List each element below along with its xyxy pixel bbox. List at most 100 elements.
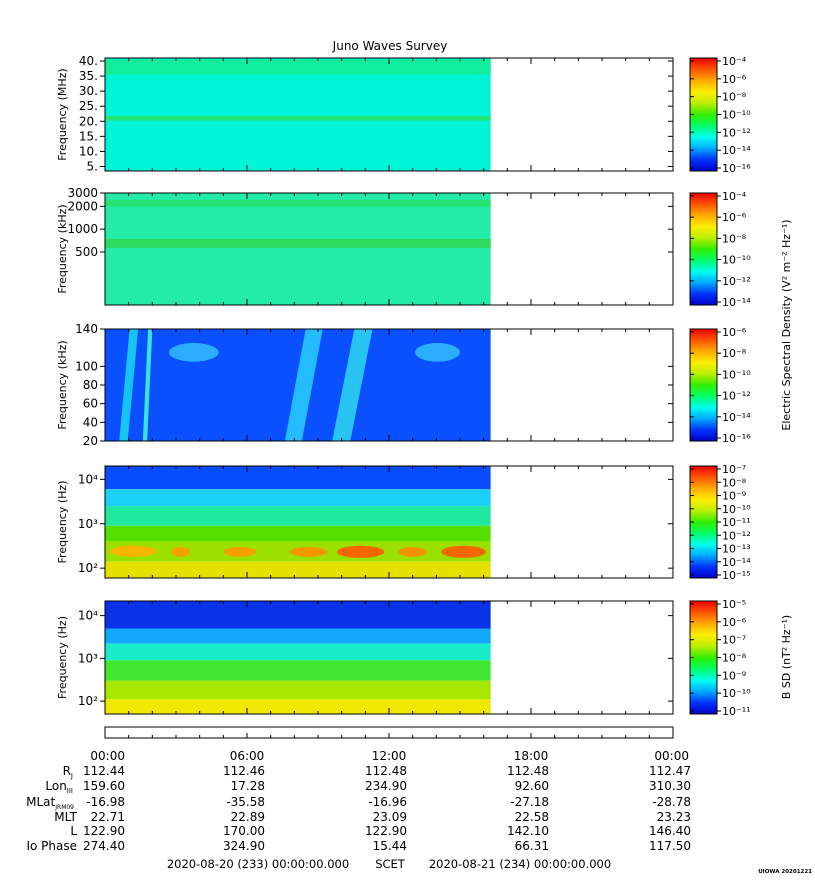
colorbar-tick-label: 10⁻¹⁴ <box>722 296 751 309</box>
ephemeris-value: 22.58 <box>515 810 549 824</box>
colorbar-tick-label: 10⁻¹⁴ <box>722 556 751 569</box>
spectrogram-layer-2 <box>105 643 491 661</box>
ephemeris-value: 112.48 <box>365 764 407 778</box>
ephemeris-value: 92.60 <box>515 779 549 793</box>
spectrogram-layer-1 <box>105 489 491 507</box>
colorbar-tick-label: 10⁻⁸ <box>722 347 747 360</box>
colorbar-tick-label: 10⁻¹¹ <box>722 516 751 529</box>
colorbar-tick-label: 10⁻⁷ <box>722 634 746 647</box>
y-tick-label: 500 <box>75 245 98 259</box>
y-tick-label: 140 <box>75 322 98 336</box>
colorbar-tick-label: 10⁻⁷ <box>722 463 746 476</box>
y-tick-label: 100 <box>75 359 98 373</box>
colorbar-tick-label: 10⁻⁶ <box>722 326 747 339</box>
colorbar-tick-label: 10⁻⁸ <box>722 91 747 104</box>
colorbar-tick-label: 10⁻⁸ <box>722 232 747 245</box>
y-tick-label: 5. <box>87 159 98 173</box>
y-tick-label: 10³ <box>78 517 98 531</box>
time-tick-label: 00:00 <box>90 749 125 763</box>
colorbar-tick-label: 10⁻⁵ <box>722 598 746 611</box>
emission-patch-4 <box>336 545 385 558</box>
y-tick-label: 10² <box>78 561 98 575</box>
colorbar-tick-label: 10⁻¹⁰ <box>722 254 751 267</box>
colorbar-tick-label: 10⁻⁹ <box>722 490 746 503</box>
colorbar-tick-label: 10⁻¹⁴ <box>722 411 751 424</box>
ephemeris-value: -16.98 <box>86 795 125 809</box>
colorbar-tick-label: 10⁻⁴ <box>722 55 747 68</box>
emission-patch-5 <box>398 546 427 557</box>
emission-patch-5 <box>415 343 460 362</box>
time-tick-label: 00:00 <box>654 749 689 763</box>
colorbar <box>689 328 718 442</box>
spectrogram-layer-5 <box>105 561 491 578</box>
panel-3: 20 40 60 80 100 140 Frequency (kHz) 10⁻¹⁶ 10⁻¹⁴ 1… <box>56 322 751 448</box>
ephemeris-row-label: LonIII <box>45 779 73 795</box>
y-tick-label: 10² <box>78 694 98 708</box>
y-tick-label: 10⁴ <box>78 609 98 623</box>
y-tick-label: 60 <box>83 397 98 411</box>
colorbar-tick-label: 10⁻¹⁰ <box>722 503 751 516</box>
footer-scet: SCET <box>375 857 406 871</box>
spectrogram-layer-4 <box>105 680 491 700</box>
emission-streak-3 <box>284 329 323 441</box>
ephemeris-value: 122.90 <box>83 824 125 838</box>
y-axis-label: Frequency (kHz) <box>56 204 69 293</box>
y-axis-label: Frequency (MHz) <box>56 68 69 160</box>
colorbar-tick-label: 10⁻⁸ <box>722 476 747 489</box>
emission-band-0 <box>105 199 491 207</box>
colorbar-tick-label: 10⁻¹⁰ <box>722 368 751 381</box>
time-tick-label: 06:00 <box>230 749 265 763</box>
spectrogram-panels: 5.10.15.20.25.30.35.40. Frequency (MHz) 10… <box>56 54 751 718</box>
colorbar <box>689 57 718 172</box>
electric-colorbar-label: Electric Spectral Density (V² m⁻² Hz⁻¹) <box>780 219 793 430</box>
spectrogram-data <box>105 329 491 441</box>
spectrogram-data <box>105 466 491 578</box>
ephemeris-value: 22.71 <box>91 810 125 824</box>
spectrogram-layer-1 <box>105 628 491 644</box>
ephemeris-value: -16.96 <box>368 795 407 809</box>
colorbar <box>689 465 718 579</box>
spectrogram-data <box>105 193 491 305</box>
y-tick-label: 20 <box>83 434 98 448</box>
spectrogram-data <box>105 58 491 171</box>
colorbar-tick-label: 10⁻¹² <box>722 390 751 403</box>
y-tick-label: 1000 <box>67 222 98 236</box>
colorbar-tick-label: 10⁻¹⁶ <box>722 162 751 175</box>
ephemeris-value: 142.10 <box>507 824 549 838</box>
y-axis-label: Frequency (Hz) <box>56 616 69 699</box>
y-tick-label: 80 <box>83 378 98 392</box>
footer: 2020-08-20 (233) 00:00:00.000 SCET 2020-… <box>167 857 812 875</box>
time-axis-bar <box>104 726 674 739</box>
ephemeris-value: -35.58 <box>226 795 265 809</box>
spectrogram-layer-2 <box>105 506 491 526</box>
ephemeris-value: 117.50 <box>649 839 691 853</box>
ephemeris-value: 23.09 <box>373 810 407 824</box>
y-tick-label: 20. <box>79 114 98 128</box>
y-tick-label: 10⁴ <box>78 472 98 486</box>
colorbar-tick-label: 10⁻¹³ <box>722 543 751 556</box>
y-tick-label: 10³ <box>78 651 98 665</box>
time-tick-label: 18:00 <box>514 749 549 763</box>
spectrogram-layer-0 <box>105 601 491 629</box>
ephemeris-row-label: L <box>70 824 77 838</box>
y-tick-label: 2000 <box>67 199 98 213</box>
ephemeris-value: -28.78 <box>652 795 691 809</box>
emission-patch-0 <box>109 545 158 557</box>
emission-band-1 <box>105 59 491 75</box>
emission-streak-1 <box>142 329 153 441</box>
ephemeris-value: 112.48 <box>507 764 549 778</box>
colorbar-tick-label: 10⁻⁶ <box>722 73 747 86</box>
time-tick-label: 12:00 <box>372 749 407 763</box>
ephemeris-row-label: MLatJRM09 <box>26 795 74 811</box>
ephemeris-value: 112.44 <box>83 764 125 778</box>
y-tick-label: 15. <box>79 129 98 143</box>
ephemeris-value: 310.30 <box>649 779 691 793</box>
ephemeris-row-label: Io Phase <box>26 839 77 853</box>
emission-patch-6 <box>441 545 487 558</box>
ephemeris-value: 159.60 <box>83 779 125 793</box>
emission-patch-2 <box>168 343 219 362</box>
